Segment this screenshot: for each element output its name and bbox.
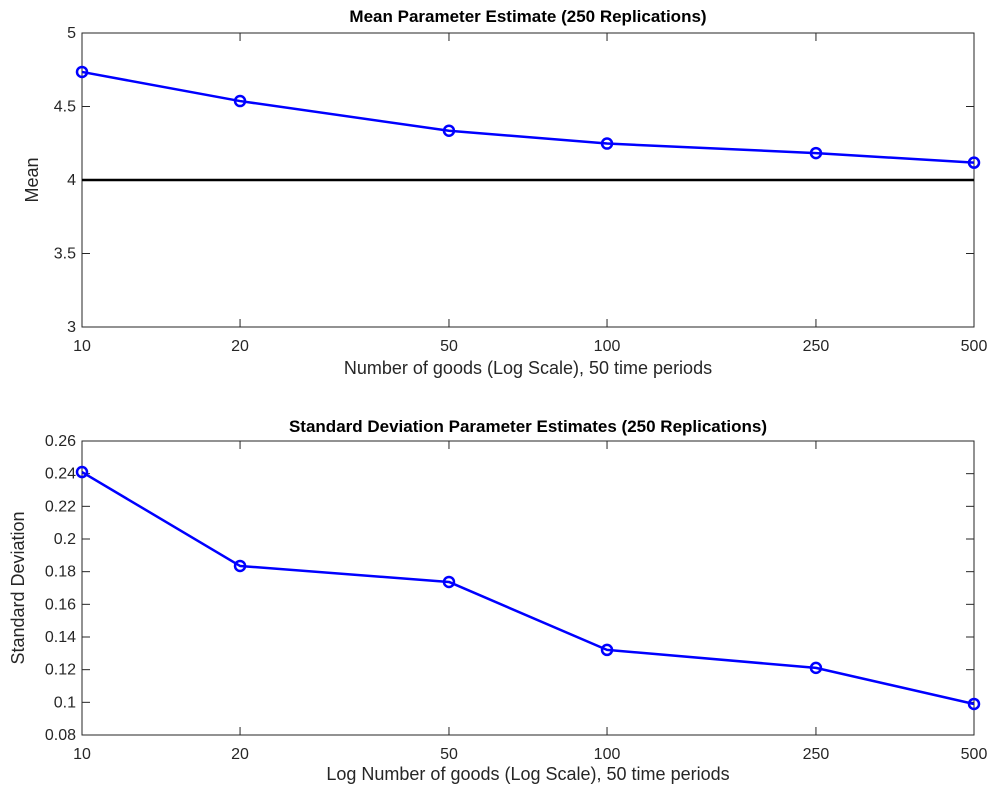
y-tick-label: 5 [67,25,76,42]
y-tick-label: 0.1 [54,694,76,711]
x-tick-label: 10 [73,746,91,763]
data-point [233,559,247,573]
x-tick-label: 250 [803,338,830,355]
series-line [81,70,975,164]
data-point [600,137,614,150]
y-tick-label: 0.26 [45,433,76,450]
data-point [442,575,456,589]
y-tick-label: 0.2 [54,531,76,548]
y-tick-label: 4 [67,172,76,189]
data-point [967,156,981,169]
y-tick-label: 0.18 [45,564,76,581]
x-tick-label: 500 [961,746,988,763]
x-axis-label: Log Number of goods (Log Scale), 50 time… [326,764,729,784]
chart-title: Mean Parameter Estimate (250 Replication… [349,7,706,26]
data-point [75,65,89,79]
y-tick-label: 3 [67,319,76,336]
y-tick-label: 3.5 [54,246,76,263]
y-axis-label: Mean [22,157,42,202]
plot-area [81,440,975,736]
data-point [75,465,89,479]
x-tick-label: 50 [440,746,458,763]
x-tick-label: 10 [73,338,91,355]
y-tick-label: 0.16 [45,596,76,613]
y-tick-label: 4.5 [54,99,76,116]
y-axis-label: Standard Deviation [8,511,28,664]
x-axis-label: Number of goods (Log Scale), 50 time per… [344,358,712,378]
data-point [967,697,981,711]
chart-title: Standard Deviation Parameter Estimates (… [289,417,767,436]
y-tick-label: 0.08 [45,727,76,744]
y-tick-label: 0.24 [45,466,76,483]
chart-panel-1: Mean Parameter Estimate (250 Replication… [22,7,987,378]
data-point [809,661,823,675]
x-tick-label: 20 [231,338,249,355]
x-tick-label: 500 [961,338,988,355]
x-tick-label: 250 [803,746,830,763]
x-tick-label: 20 [231,746,249,763]
series-line [81,470,975,706]
data-point [600,643,614,657]
y-tick-label: 0.12 [45,662,76,679]
x-tick-label: 100 [594,746,621,763]
chart-panel-2: Standard Deviation Parameter Estimates (… [8,417,987,784]
data-point [809,146,823,160]
x-tick-label: 100 [594,338,621,355]
x-tick-label: 50 [440,338,458,355]
data-point [233,94,247,108]
y-tick-label: 0.14 [45,629,76,646]
data-point [442,124,456,138]
y-tick-label: 0.22 [45,498,76,515]
